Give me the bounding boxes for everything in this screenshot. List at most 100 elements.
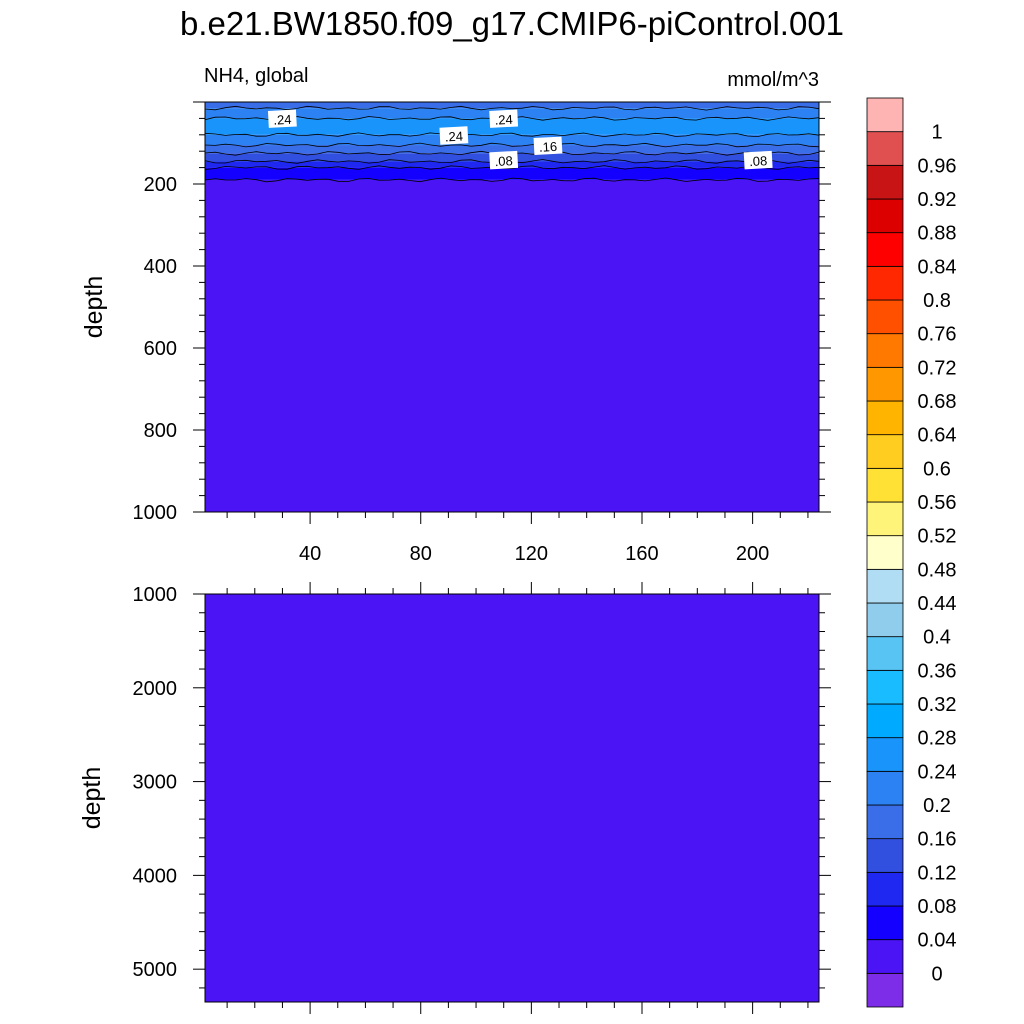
colorbar: 0 0.04 0.08 0.12 0.16 0.2 0.24 0.28 0.32 0.36 0.4 0… [866, 97, 957, 1008]
y-tick-label: 4000 [133, 865, 178, 887]
contour-label: .24 [489, 109, 519, 128]
colorbar-tick-label: 0.6 [923, 458, 951, 480]
lower-panel: 1000 2000 3000 4000 5000 [133, 582, 831, 1014]
contour-fill-band [205, 179, 819, 512]
contour-line [204, 165, 820, 170]
y-tick-label: 600 [144, 338, 177, 360]
colorbar-swatch [866, 636, 904, 671]
colorbar-swatch [866, 804, 904, 840]
chart-title: b.e21.BW1850.f09_g17.CMIP6-piControl.001 [180, 5, 844, 42]
colorbar-swatch [866, 265, 904, 301]
colorbar-tick-label: 0 [931, 963, 942, 985]
colorbar-swatch [866, 467, 904, 503]
colorbar-swatch [866, 400, 904, 436]
colorbar-tick-label: 0.4 [923, 627, 951, 649]
x-tick-label: 120 [515, 543, 548, 565]
colorbar-swatch [866, 535, 904, 570]
contour-line [204, 142, 820, 148]
contour-label: .08 [743, 150, 773, 170]
colorbar-tick-label: 0.2 [923, 795, 951, 817]
contour-label-box [267, 109, 297, 128]
contour-label-text: .08 [494, 153, 513, 169]
contour-label-box [439, 126, 469, 145]
colorbar-swatch [866, 703, 904, 739]
x-tick-label: 160 [625, 543, 658, 565]
colorbar-tick-label: 0.44 [918, 593, 957, 615]
contour-label-text: .24 [494, 112, 513, 128]
colorbar-swatch [866, 198, 904, 234]
colorbar-tick-label: 0.76 [918, 324, 957, 346]
colorbar-swatch [866, 366, 904, 402]
y-tick-label: 2000 [133, 678, 178, 700]
colorbar-swatch [866, 164, 904, 200]
contour-line [204, 132, 820, 138]
y-tick-label: 5000 [133, 959, 178, 981]
colorbar-swatch [866, 905, 904, 941]
colorbar-tick-label: 0.64 [918, 425, 957, 447]
contour-label-box [533, 136, 563, 156]
colorbar-tick-label: 0.88 [918, 223, 957, 245]
colorbar-swatch [866, 770, 904, 806]
colorbar-swatch [866, 97, 904, 133]
colorbar-swatch [866, 972, 904, 1008]
colorbar-swatch [866, 434, 904, 469]
contour-label-box [489, 150, 519, 170]
contour-label-box [489, 109, 519, 128]
contour-fill-band [205, 167, 819, 180]
colorbar-swatch [866, 501, 904, 537]
variable-label: NH4, global [204, 65, 309, 87]
contour-label: .08 [489, 150, 519, 170]
colorbar-tick-label: 0.28 [918, 728, 957, 750]
colorbar-tick-label: 0.68 [918, 391, 957, 413]
x-tick-label: 40 [299, 543, 321, 565]
colorbar-swatch [866, 602, 904, 638]
contour-label: .24 [267, 109, 297, 128]
y-tick-label: 200 [144, 174, 177, 196]
colorbar-swatch [866, 838, 904, 873]
contour-label-text: .08 [749, 153, 768, 169]
upper-y-axis-label: depth [80, 276, 108, 339]
colorbar-swatch [866, 939, 904, 974]
contour-label: .24 [439, 126, 469, 145]
y-tick-label: 400 [144, 256, 177, 278]
y-tick-label: 1000 [133, 502, 178, 524]
colorbar-tick-label: 0.84 [918, 256, 957, 278]
x-tick-label: 200 [736, 543, 769, 565]
colorbar-swatch [866, 333, 904, 368]
colorbar-swatch [866, 568, 904, 604]
colorbar-swatch [866, 669, 904, 705]
colorbar-tick-label: 0.96 [918, 155, 957, 177]
colorbar-tick-label: 0.92 [918, 189, 957, 211]
colorbar-swatch [866, 232, 904, 267]
contour-fill-band [205, 594, 819, 1002]
contour-line [204, 105, 820, 111]
colorbar-swatch [866, 131, 904, 166]
colorbar-tick-label: 0.12 [918, 862, 957, 884]
contour-fill-band [205, 134, 819, 146]
contour-label: .16 [533, 136, 563, 156]
colorbar-tick-label: 0.04 [918, 930, 957, 952]
lower-y-axis-label: depth [78, 767, 106, 830]
y-tick-label: 800 [144, 420, 177, 442]
contour-fill-band [205, 145, 819, 154]
upper-panel: 200 400 600 800 1000 40 80 120 160 200 .24 .24 .24 .1… [133, 101, 831, 565]
contour-line [204, 177, 820, 183]
colorbar-swatch [866, 871, 904, 907]
plot-frame [204, 593, 820, 1003]
colorbar-tick-label: 0.16 [918, 829, 957, 851]
x-tick-label: 80 [410, 543, 432, 565]
colorbar-tick-label: 0.08 [918, 896, 957, 918]
units-label: mmol/m^3 [727, 69, 819, 91]
colorbar-swatch [866, 737, 904, 772]
colorbar-tick-label: 0.72 [918, 357, 957, 379]
contour-fill-band [205, 102, 819, 109]
contour-label-text: .16 [539, 139, 558, 155]
colorbar-tick-label: 0.56 [918, 492, 957, 514]
colorbar-tick-label: 0.48 [918, 559, 957, 581]
y-tick-label: 3000 [133, 772, 178, 794]
colorbar-swatch [866, 299, 904, 335]
contour-label-box [743, 150, 773, 170]
contour-label-text: .24 [273, 112, 292, 128]
y-tick-label: 1000 [133, 584, 178, 606]
